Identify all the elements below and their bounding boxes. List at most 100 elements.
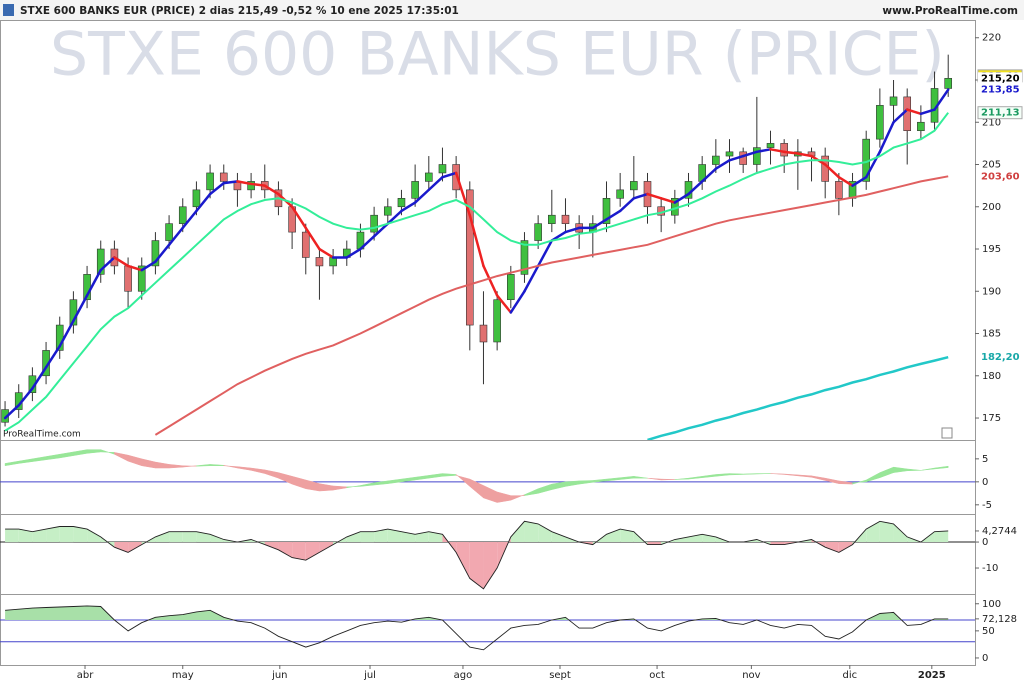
ma-segment bbox=[236, 180, 253, 186]
area-segment bbox=[456, 542, 470, 579]
area-segment bbox=[155, 531, 170, 543]
price-label: 203,60 bbox=[981, 171, 1020, 182]
oscillator-line bbox=[5, 605, 949, 651]
header-title: STXE 600 BANKS EUR (PRICE) 2 dias 215,49… bbox=[20, 5, 459, 17]
band-segment bbox=[606, 477, 621, 482]
band-segment bbox=[237, 466, 252, 471]
ma-segment bbox=[509, 290, 526, 314]
ma-segment bbox=[632, 192, 649, 200]
band-segment bbox=[32, 456, 47, 462]
band-segment bbox=[264, 469, 279, 479]
ma-segment bbox=[3, 404, 20, 420]
y-tick-label: 72,128 bbox=[982, 614, 1017, 625]
ma-segment bbox=[400, 201, 417, 213]
area-segment bbox=[674, 536, 689, 543]
y-tick-label: 195 bbox=[982, 244, 1001, 255]
band-segment bbox=[278, 472, 293, 485]
area-segment bbox=[210, 534, 224, 543]
band-segment bbox=[879, 466, 894, 479]
candle-body bbox=[315, 257, 324, 267]
band-segment bbox=[797, 474, 812, 478]
area-segment bbox=[182, 531, 197, 543]
area-segment bbox=[866, 521, 880, 543]
x-tick-label: dic bbox=[842, 670, 857, 681]
ma-segment bbox=[878, 121, 895, 154]
band-segment bbox=[920, 467, 935, 471]
price-label-box bbox=[978, 72, 1022, 85]
band-segment bbox=[906, 468, 921, 472]
y-tick-label: 205 bbox=[982, 160, 1001, 171]
moving-average bbox=[4, 112, 949, 432]
ma-segment bbox=[386, 209, 403, 225]
ma-segment bbox=[687, 180, 704, 196]
candle-body bbox=[507, 274, 515, 301]
candle-body bbox=[548, 214, 556, 224]
area-segment bbox=[934, 530, 949, 543]
candle-body bbox=[165, 223, 173, 241]
area-segment bbox=[483, 542, 498, 589]
ma-segment bbox=[468, 213, 485, 268]
band-segment bbox=[647, 477, 662, 481]
y-tick-label: 190 bbox=[982, 286, 1001, 297]
y-tick-label: 100 bbox=[982, 599, 1001, 610]
band-segment bbox=[196, 464, 211, 467]
candle-body bbox=[753, 147, 761, 165]
ma-segment bbox=[482, 264, 499, 297]
candle-body bbox=[561, 214, 570, 224]
area-segment bbox=[387, 529, 402, 543]
y-tick-label: 50 bbox=[982, 626, 995, 637]
area-segment bbox=[510, 521, 525, 543]
band-segment bbox=[524, 488, 539, 496]
band-segment bbox=[319, 483, 334, 492]
ma-segment bbox=[99, 256, 116, 272]
moving-average bbox=[154, 175, 949, 436]
area-segment bbox=[5, 529, 19, 543]
x-tick-label: nov bbox=[742, 670, 760, 681]
x-tick-label: ago bbox=[454, 670, 473, 681]
band-segment bbox=[619, 476, 635, 480]
band-segment bbox=[633, 476, 648, 479]
ma-segment bbox=[44, 344, 61, 369]
band-segment bbox=[770, 473, 785, 475]
candle-body bbox=[889, 96, 898, 106]
area-segment bbox=[32, 529, 47, 543]
area-segment bbox=[319, 542, 334, 553]
band-segment bbox=[715, 473, 730, 477]
band-segment bbox=[496, 491, 512, 503]
candle-body bbox=[876, 105, 884, 140]
ma-segment bbox=[359, 235, 376, 251]
band-segment bbox=[127, 454, 142, 467]
candle-body bbox=[329, 257, 337, 267]
watermark: STXE 600 BANKS EUR (PRICE) bbox=[50, 20, 945, 90]
y-tick-label: -5 bbox=[982, 500, 992, 511]
candle-body bbox=[465, 189, 474, 326]
x-tick-label: sept bbox=[549, 670, 571, 681]
ma-segment bbox=[618, 197, 636, 213]
candle-body bbox=[96, 248, 105, 275]
candle-body bbox=[178, 206, 187, 224]
band-segment bbox=[59, 451, 74, 459]
area-segment bbox=[346, 531, 361, 543]
info-icon bbox=[941, 427, 953, 439]
candle-body bbox=[438, 164, 447, 174]
candle-body bbox=[766, 143, 775, 148]
area-segment bbox=[59, 526, 74, 543]
candle-body bbox=[452, 164, 460, 191]
ma-segment bbox=[318, 247, 335, 259]
band-segment bbox=[414, 475, 430, 481]
price-label: 213,85 bbox=[981, 85, 1020, 96]
band-segment bbox=[537, 483, 553, 494]
ma-segment bbox=[72, 294, 89, 323]
ma-segment bbox=[782, 150, 800, 155]
ma-segment bbox=[892, 108, 909, 124]
band-segment bbox=[865, 472, 881, 483]
candle-body bbox=[151, 240, 160, 267]
band-segment bbox=[510, 494, 525, 501]
ma-segment bbox=[222, 180, 239, 185]
header-bar bbox=[0, 0, 1024, 20]
band-segment bbox=[893, 466, 908, 473]
moving-average bbox=[647, 355, 949, 440]
band-segment bbox=[223, 464, 238, 469]
band-segment bbox=[811, 475, 826, 481]
band-segment bbox=[442, 473, 457, 477]
